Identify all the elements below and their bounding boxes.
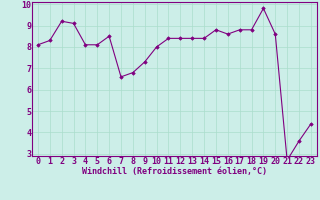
X-axis label: Windchill (Refroidissement éolien,°C): Windchill (Refroidissement éolien,°C) (82, 167, 267, 176)
